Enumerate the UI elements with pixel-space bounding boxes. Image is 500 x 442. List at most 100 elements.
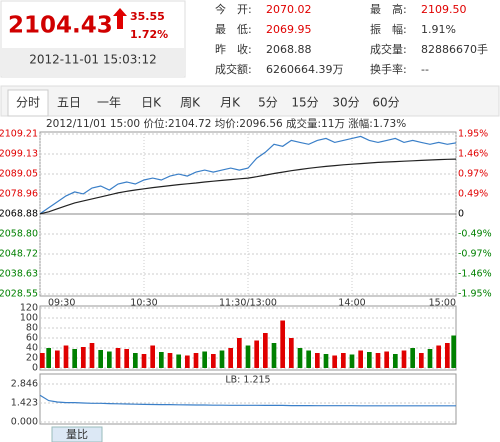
y2-tick-label: -0.97% [458, 248, 492, 259]
volume-bar [306, 350, 312, 368]
y-tick-label: 1.423 [11, 398, 38, 409]
volume-bar [150, 345, 156, 368]
tab[interactable]: 一年 [97, 96, 121, 110]
volume-bar [124, 349, 130, 368]
volume-bar [444, 343, 450, 368]
tab[interactable]: 日K [141, 96, 162, 110]
ratio-frame [39, 373, 457, 425]
stat-value: 2070.02 [266, 3, 312, 16]
y-tick-label: 2.846 [11, 379, 38, 390]
tab[interactable]: 分时 [16, 96, 40, 110]
y-tick-label: 2099.13 [0, 148, 38, 159]
tab-bar [0, 85, 500, 117]
volume-bar [46, 348, 52, 368]
y2-tick-label: 1.95% [458, 129, 488, 140]
tab[interactable]: 60分 [372, 96, 399, 110]
volume-bar [288, 338, 294, 368]
stat-label: 换手率: [370, 62, 407, 76]
volume-bar [314, 353, 320, 368]
volume-bar [63, 345, 69, 368]
y-tick-label: 2078.96 [0, 189, 38, 200]
line [39, 394, 456, 407]
stat-value: 2068.88 [266, 43, 312, 56]
y2-tick-label: -1.95% [458, 289, 492, 300]
y-tick-label: 60 [26, 333, 38, 344]
stat-value: 6260664.39万 [266, 63, 343, 76]
volume-bar [410, 348, 416, 368]
stat-value: 2069.95 [266, 23, 312, 36]
x-tick-label: 10:30 [130, 298, 157, 309]
volume-bar [323, 354, 329, 368]
stat-value: 1.91% [421, 23, 456, 36]
stat-label: 成交额: [215, 62, 252, 76]
y-tick-label: 100 [20, 313, 38, 324]
volume-bar [132, 353, 138, 368]
volume-bar [115, 348, 121, 368]
volume-bar [89, 343, 95, 368]
bottom-tab-label[interactable]: 量比 [66, 428, 88, 441]
stat-label: 最 低: [215, 23, 252, 36]
volume-bar [366, 352, 372, 368]
volume-bar [184, 355, 190, 368]
stat-value: 2109.50 [421, 3, 467, 16]
volume-bar [349, 354, 355, 368]
volume-bar [210, 354, 216, 368]
change-pct: 1.72% [130, 28, 168, 41]
volume-bar [392, 354, 398, 368]
volume-bar [167, 353, 173, 368]
volume-bar [436, 345, 442, 368]
volume-bar [236, 338, 242, 368]
y2-tick-label: 1.46% [458, 149, 488, 160]
volume-bar [202, 351, 208, 368]
tab[interactable]: 5分 [258, 96, 278, 110]
y2-tick-label: 0.97% [458, 169, 488, 180]
volume-bar [358, 350, 364, 368]
tab[interactable]: 月K [220, 96, 241, 110]
volume-bar [72, 349, 78, 368]
x-tick-label: 15:00 [429, 298, 456, 309]
tab[interactable]: 五日 [57, 96, 81, 110]
bottom-tab[interactable] [51, 426, 103, 442]
volume-bar [54, 350, 60, 368]
y-tick-label: 80 [26, 323, 38, 334]
price: 2104.43 [8, 13, 113, 39]
stat-value: -- [421, 63, 429, 76]
volume-bar [176, 354, 182, 368]
volume-bar [262, 333, 268, 368]
time-bar [1, 48, 185, 76]
volume-bar [254, 340, 260, 368]
stat-label: 今 开: [215, 2, 252, 16]
y-tick-label: 20 [26, 353, 38, 364]
x-tick-label: 14:00 [338, 298, 365, 309]
volume-bar [193, 353, 199, 368]
y-tick-label: 2038.63 [0, 269, 38, 280]
y2-tick-label: 0 [458, 209, 464, 220]
up-arrow [113, 8, 127, 29]
volume-bar [228, 348, 234, 368]
volume-bar [98, 350, 104, 368]
x-tick-label: 09:30 [48, 298, 75, 309]
volume-bar [280, 320, 286, 368]
volume-bar [245, 345, 251, 368]
active-tab [7, 89, 49, 117]
y-tick-label: 0.000 [11, 417, 38, 428]
volume-bar [141, 354, 147, 368]
volume-bar [271, 343, 277, 368]
line [39, 135, 457, 215]
y-tick-label: 2048.72 [0, 248, 38, 259]
volume-bar [401, 350, 407, 368]
tab[interactable]: 30分 [332, 96, 359, 110]
tab[interactable]: 周K [180, 96, 201, 110]
y-tick-label: 0 [32, 363, 38, 374]
volume-bar [219, 350, 225, 368]
volume-bar [384, 351, 390, 368]
quote-time: 2012-11-01 15:03:12 [29, 53, 156, 67]
tab[interactable]: 15分 [291, 96, 318, 110]
volume-bar [375, 353, 381, 368]
volume-bar [297, 348, 303, 368]
volume-bar [340, 353, 346, 368]
info-line: 2012/11/01 15:00 价位:2104.72 均价:2096.56 成… [46, 117, 406, 130]
change: 35.55 [130, 10, 165, 23]
